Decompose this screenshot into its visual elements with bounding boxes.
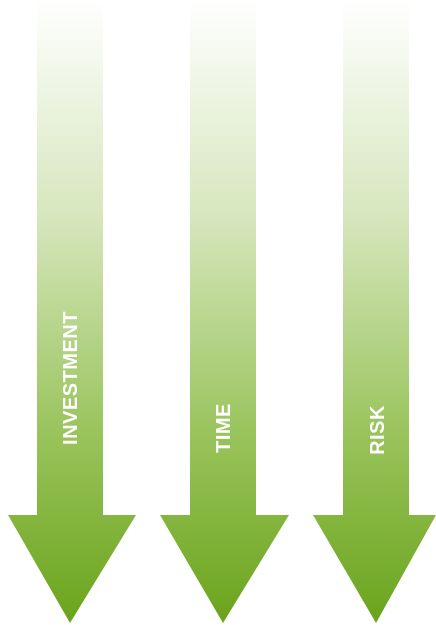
arrow-label-risk: RISK xyxy=(367,405,389,455)
time-arrow: TIME xyxy=(160,0,289,623)
arrow-label-investment: INVESTMENT xyxy=(60,311,82,445)
investment-arrow: INVESTMENT xyxy=(8,0,136,623)
down-arrow-icon xyxy=(313,0,436,623)
down-arrow-icon xyxy=(160,0,289,623)
risk-arrow: RISK xyxy=(313,0,436,623)
arrow-label-time: TIME xyxy=(213,403,235,453)
down-arrow-icon xyxy=(8,0,136,623)
